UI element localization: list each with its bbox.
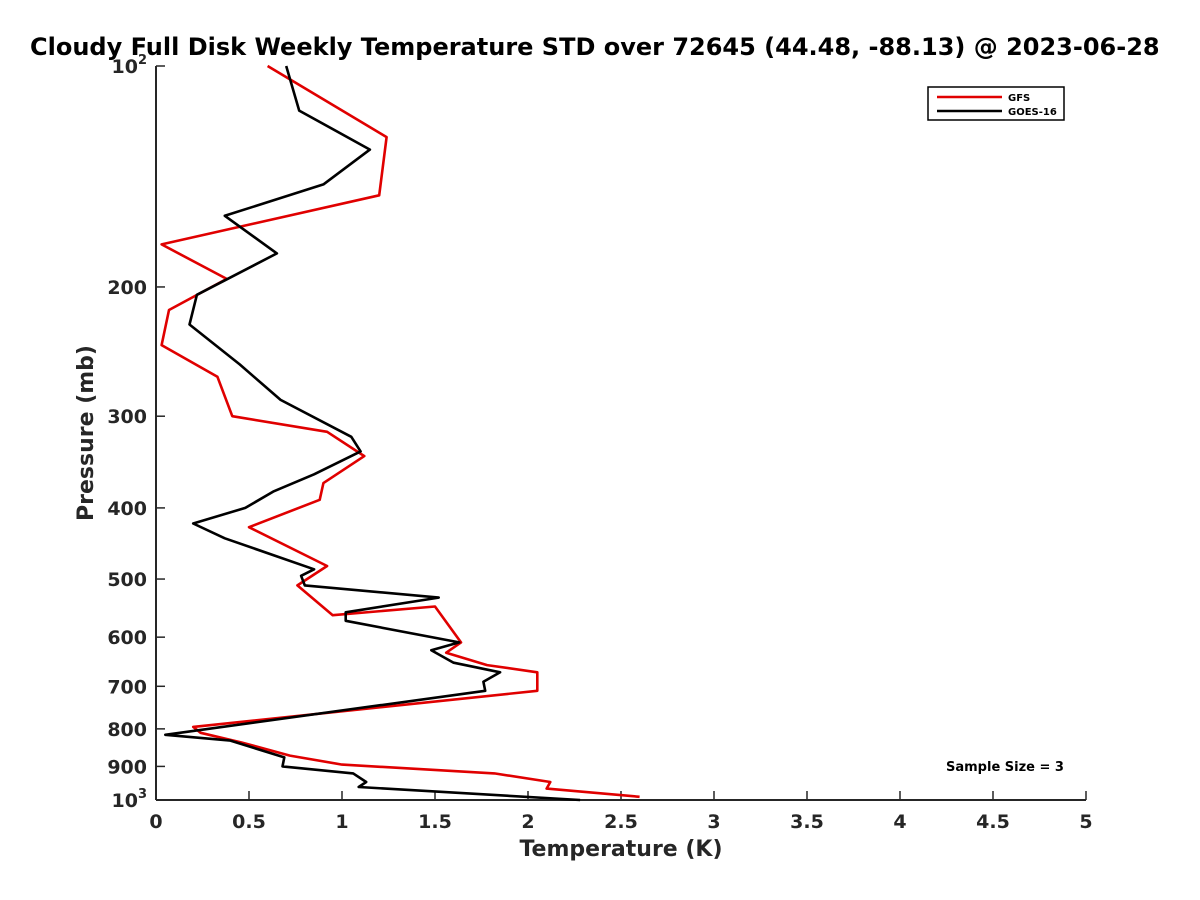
y-tick-label: 102: [112, 53, 148, 78]
y-tick-label: 103: [112, 787, 148, 812]
series-line-gfs: [160, 64, 640, 799]
y-tick-label: 500: [107, 569, 147, 591]
x-tick-label: 5: [1079, 811, 1092, 833]
legend-box: [927, 86, 1065, 121]
legend-label-gfs: GFS: [1008, 93, 1030, 104]
plot-area: 0 0.5 1 1.5 2 2.5 3 3.5 4 4.5 5 102200300400500600…: [107, 53, 1092, 833]
x-tick-label: 0.5: [232, 811, 266, 833]
y-tick-label: 800: [107, 719, 147, 741]
y-tick-base: 600: [107, 627, 147, 649]
y-tick-label: 300: [107, 406, 147, 428]
y-tick-base: 10: [112, 790, 138, 812]
y-tick-label: 400: [107, 498, 147, 520]
y-tick-label: 600: [107, 627, 147, 649]
chart-title: Cloudy Full Disk Weekly Temperature STD …: [30, 33, 1160, 61]
y-tick-label: 900: [107, 756, 147, 778]
legend: GFS GOES-16: [927, 86, 1065, 121]
y-tick-exponent: 3: [138, 787, 147, 802]
y-tick-base: 800: [107, 719, 147, 741]
y-tick-base: 700: [107, 676, 147, 698]
y-tick-exponent: 2: [138, 53, 147, 68]
x-tick-label: 4: [893, 811, 906, 833]
x-tick-label: 3.5: [790, 811, 824, 833]
y-tick-base: 200: [107, 277, 147, 299]
x-tick-label: 1: [335, 811, 348, 833]
y-tick-label: 200: [107, 277, 147, 299]
legend-entries: GFS GOES-16: [937, 93, 1057, 118]
series-line-goes-16: [164, 65, 581, 802]
x-tick-label: 1.5: [418, 811, 452, 833]
x-tick-label: 4.5: [976, 811, 1010, 833]
sample-size-annotation: Sample Size = 3: [946, 760, 1064, 775]
y-axis-title: Pressure (mb): [74, 345, 99, 521]
y-tick-base: 10: [112, 56, 138, 78]
y-tick-base: 500: [107, 569, 147, 591]
x-tick-label: 3: [707, 811, 720, 833]
y-tick-base: 400: [107, 498, 147, 520]
x-tick-label: 2: [521, 811, 534, 833]
y-tick-base: 900: [107, 756, 147, 778]
x-tick-label: 0: [149, 811, 162, 833]
series-lines: [160, 64, 640, 802]
x-axis-title: Temperature (K): [519, 837, 722, 862]
x-tick-label: 2.5: [604, 811, 638, 833]
y-tick-label: 700: [107, 676, 147, 698]
legend-label-goes-16: GOES-16: [1008, 107, 1057, 118]
y-tick-base: 300: [107, 406, 147, 428]
x-ticks: 0 0.5 1 1.5 2 2.5 3 3.5 4 4.5 5: [149, 791, 1093, 833]
